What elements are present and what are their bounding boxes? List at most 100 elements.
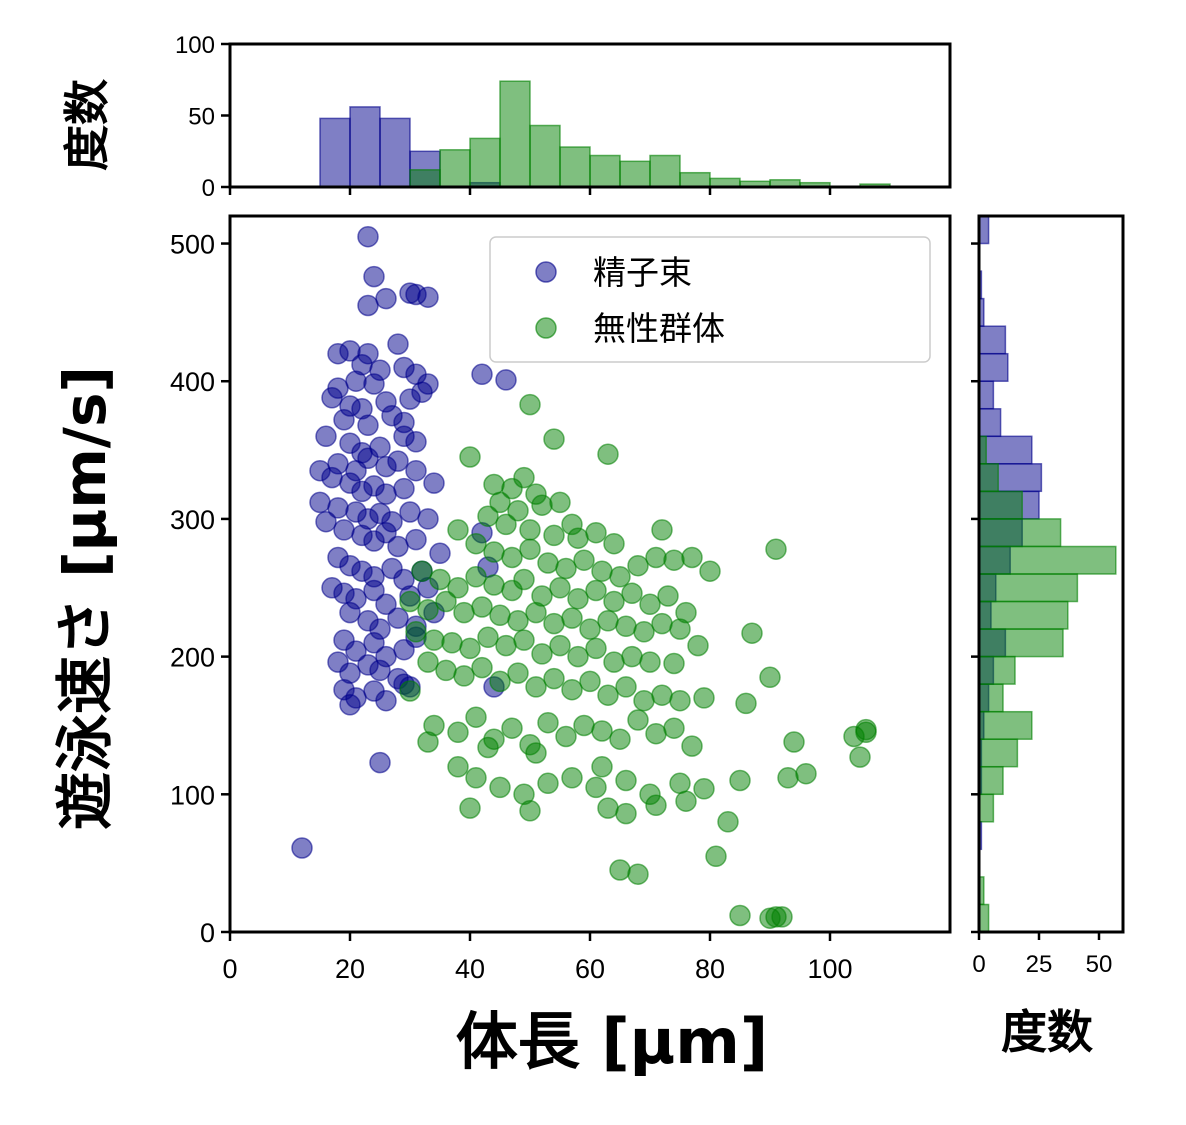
scatter-point [441, 632, 463, 654]
scatter-point [693, 778, 715, 800]
scatter-point [759, 666, 781, 689]
scatter-point [465, 706, 487, 728]
scatter-point [465, 767, 487, 789]
scatter-point [333, 409, 355, 431]
top-histogram-bar [679, 171, 711, 188]
right-histogram-bar [978, 683, 1004, 713]
scatter-point [609, 859, 631, 881]
scatter-point [651, 519, 673, 541]
scatter-point [429, 568, 451, 591]
scatter-point [435, 590, 457, 613]
scatter-point [765, 538, 787, 560]
x-tick-label: 80 [695, 954, 725, 984]
scatter-point [405, 459, 427, 482]
scatter-point [621, 645, 643, 668]
scatter-point [525, 676, 547, 698]
scatter-point [417, 731, 439, 753]
scatter-point [549, 491, 571, 514]
scatter-point [597, 610, 619, 632]
scatter-point [519, 393, 541, 416]
top-histogram-bar [469, 137, 501, 188]
scatter-point [621, 582, 643, 605]
scatter-point [471, 596, 493, 618]
top-histogram-bar [349, 106, 381, 188]
scatter-point [663, 652, 685, 675]
scatter-point [495, 513, 517, 536]
scatter-points-series-2 [399, 393, 877, 929]
top-histogram-bar [619, 160, 651, 188]
right-histogram-bars-series-2 [978, 435, 1117, 933]
scatter-point [567, 588, 589, 610]
scatter-point [513, 629, 535, 651]
scatter-point [399, 501, 421, 523]
scatter-point [651, 684, 673, 706]
scatter-point [489, 670, 511, 693]
scatter-point [507, 499, 529, 522]
scatter-point [627, 863, 649, 885]
scatter-point [423, 472, 445, 494]
scatter-point [363, 632, 385, 654]
scatter-point [447, 519, 469, 541]
scatter-point [453, 601, 475, 624]
scatter-point [525, 742, 547, 764]
right-histogram-xlabel: 度数 [1001, 1005, 1093, 1059]
top-histogram-x-ticks [228, 187, 832, 195]
scatter-point [543, 667, 565, 690]
scatter-point [483, 574, 505, 596]
scatter-point [315, 510, 337, 533]
scatter-point [519, 800, 541, 822]
scatter-point [345, 640, 367, 662]
x-tick-label: 100 [807, 954, 852, 984]
legend-marker-series-1 [535, 261, 557, 283]
right-histogram: 0 25 50 度数 [971, 214, 1125, 1059]
top-histogram-bars-series-2 [409, 80, 891, 188]
x-tick-label: 40 [455, 954, 485, 984]
scatter-point [567, 527, 589, 549]
scatter-point [489, 776, 511, 799]
scatter-point [639, 593, 661, 616]
right-histogram-bar [978, 518, 1062, 548]
scatter-point [405, 528, 427, 551]
scatter-point [387, 535, 409, 558]
scatter-point [417, 651, 439, 673]
scatter-point [669, 618, 691, 640]
scatter-point [339, 601, 361, 624]
scatter-point [435, 659, 457, 682]
scatter-point [501, 546, 523, 569]
scatter-point [387, 607, 409, 629]
scatter-point [417, 286, 439, 308]
scatter-point [681, 735, 703, 757]
right-histogram-x-tick-label: 50 [1086, 951, 1113, 978]
top-histogram-bar [649, 154, 681, 188]
right-histogram-bar [978, 545, 1117, 575]
scatter-point [399, 590, 421, 613]
scatter-point [579, 670, 601, 693]
right-histogram-bar [978, 435, 1033, 465]
scatter-point [561, 767, 583, 789]
scatter-point [315, 425, 337, 448]
scatter-point [543, 612, 565, 635]
scatter-point [369, 659, 391, 682]
scatter-point [357, 414, 379, 437]
scatter-point [339, 694, 361, 716]
scatter-point [717, 811, 739, 833]
top-histogram-bar [529, 124, 561, 188]
right-histogram-bar [978, 710, 1033, 740]
scatter-point [681, 546, 703, 569]
scatter-point [699, 560, 721, 582]
scatter-point [483, 473, 505, 496]
scatter-point [573, 549, 595, 571]
scatter-point [591, 560, 613, 582]
scatter-point [411, 381, 433, 403]
scatter-point [603, 532, 625, 555]
scatter-point [387, 333, 409, 355]
right-histogram-bar [978, 600, 1069, 630]
scatter-point [729, 904, 751, 927]
scatter-point [447, 577, 469, 599]
y-tick-label: 0 [200, 918, 215, 948]
scatter-point [705, 845, 727, 868]
legend-label-series-2: 無性群体 [593, 309, 725, 348]
right-histogram-bar [978, 325, 1007, 355]
scatter-point [387, 450, 409, 472]
